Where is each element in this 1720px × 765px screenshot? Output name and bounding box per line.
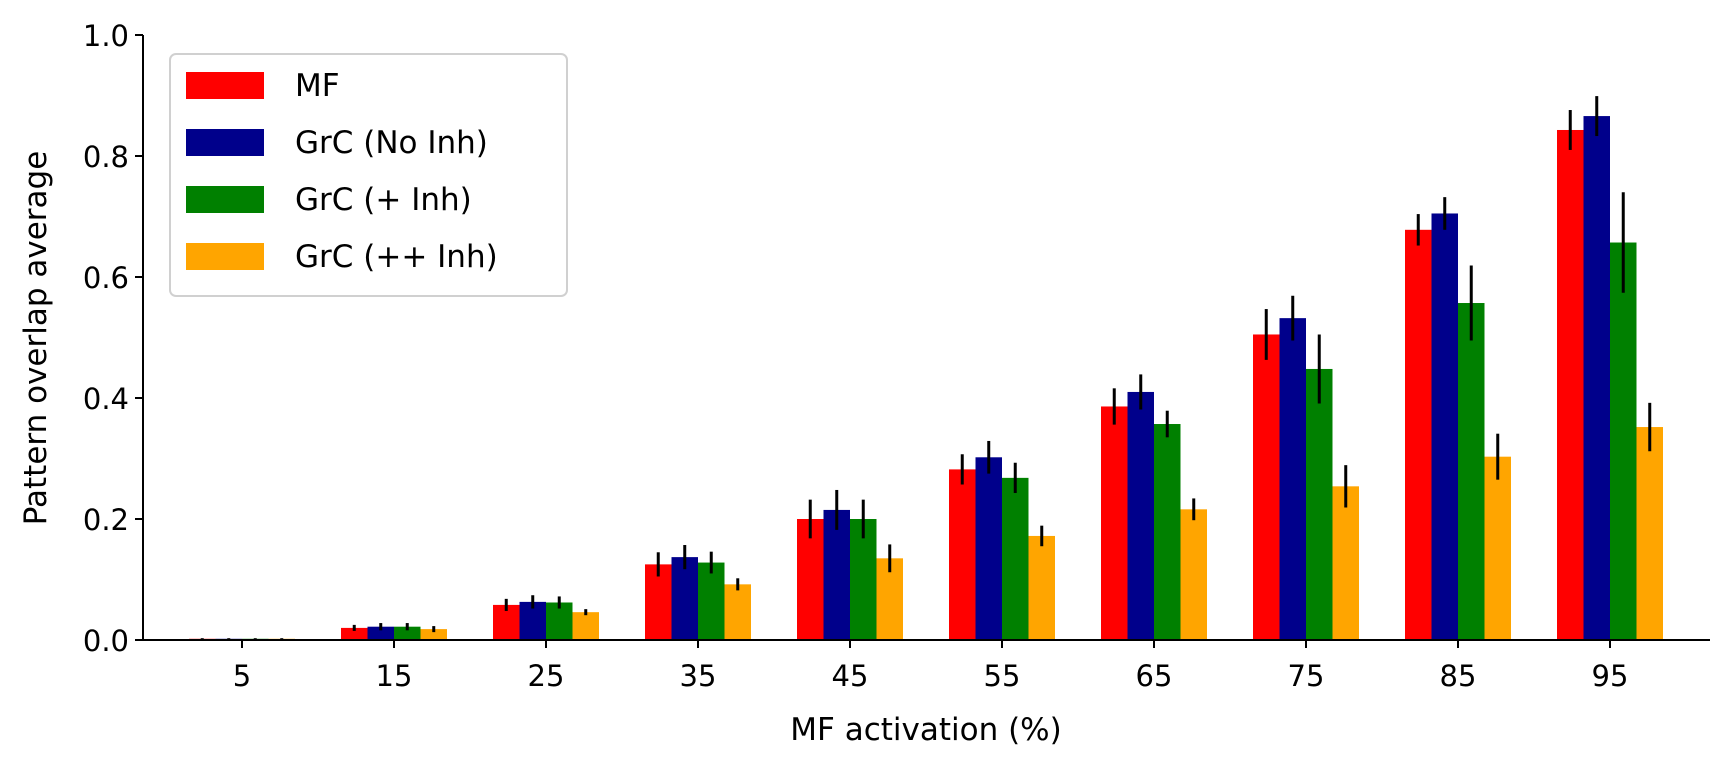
x-tick-label: 45 xyxy=(832,659,869,693)
bar xyxy=(572,612,599,640)
x-tick-label: 5 xyxy=(233,659,251,693)
legend-swatch xyxy=(186,72,264,99)
bar xyxy=(724,584,751,640)
y-tick-label: 0.8 xyxy=(83,140,129,174)
bar xyxy=(823,509,850,640)
bars-layer xyxy=(189,116,1663,641)
y-tick-label: 1.0 xyxy=(83,19,129,53)
bar xyxy=(1127,391,1154,640)
x-tick-label: 25 xyxy=(528,659,565,693)
bar xyxy=(420,629,447,640)
x-tick-label: 85 xyxy=(1440,659,1477,693)
legend-label: GrC (++ Inh) xyxy=(295,239,498,275)
bar xyxy=(367,626,394,640)
x-tick-label: 15 xyxy=(376,659,413,693)
y-axis-label: Pattern overlap average xyxy=(18,151,54,526)
legend-swatch xyxy=(186,186,264,213)
legend: MF GrC (No Inh) GrC (+ Inh) GrC (++ Inh) xyxy=(169,53,568,297)
x-tick-label: 95 xyxy=(1592,659,1629,693)
bar xyxy=(1028,535,1055,640)
bar xyxy=(797,519,824,640)
y-tick-label: 0.4 xyxy=(83,382,129,416)
bar xyxy=(1180,509,1207,640)
y-tick-label: 0.0 xyxy=(83,624,129,658)
bar xyxy=(1583,116,1610,640)
bar xyxy=(546,602,573,640)
y-tick-label: 0.2 xyxy=(83,503,129,537)
y-ticks-layer: 0.0 0.2 0.4 0.6 0.8 1.0 xyxy=(83,19,143,658)
bar xyxy=(341,627,368,640)
bar xyxy=(975,457,1002,640)
legend-label: MF xyxy=(295,68,340,104)
bar xyxy=(1154,424,1181,640)
bar xyxy=(698,562,725,640)
bar xyxy=(850,519,877,640)
y-tick-label: 0.6 xyxy=(83,261,129,295)
bar xyxy=(1101,406,1128,640)
x-tick-label: 35 xyxy=(680,659,717,693)
bar xyxy=(394,626,421,640)
x-tick-label: 75 xyxy=(1288,659,1325,693)
x-axis-label: MF activation (%) xyxy=(790,712,1061,748)
errorbars-layer xyxy=(200,96,1652,640)
bar xyxy=(1002,477,1029,640)
bar xyxy=(1253,334,1280,640)
legend-label: GrC (No Inh) xyxy=(295,125,488,161)
bar xyxy=(1332,486,1359,640)
bar xyxy=(1279,318,1306,640)
legend-swatch xyxy=(186,243,264,270)
axes-layer xyxy=(142,35,1710,641)
legend-swatch xyxy=(186,129,264,156)
bar xyxy=(949,469,976,640)
legend-frame xyxy=(169,53,568,297)
bar xyxy=(645,564,672,640)
bar xyxy=(1431,213,1458,640)
bar xyxy=(1458,303,1485,640)
bar xyxy=(1306,368,1333,640)
x-ticks-layer: 5 15 25 35 45 55 65 75 85 95 xyxy=(233,640,1629,693)
legend-label: GrC (+ Inh) xyxy=(295,182,472,218)
bar xyxy=(1610,242,1637,640)
x-tick-label: 55 xyxy=(984,659,1021,693)
bar xyxy=(1636,427,1663,640)
bar xyxy=(1557,129,1584,641)
bar xyxy=(671,557,698,640)
bar xyxy=(1405,229,1432,640)
bar xyxy=(1484,456,1511,640)
x-tick-label: 65 xyxy=(1136,659,1173,693)
